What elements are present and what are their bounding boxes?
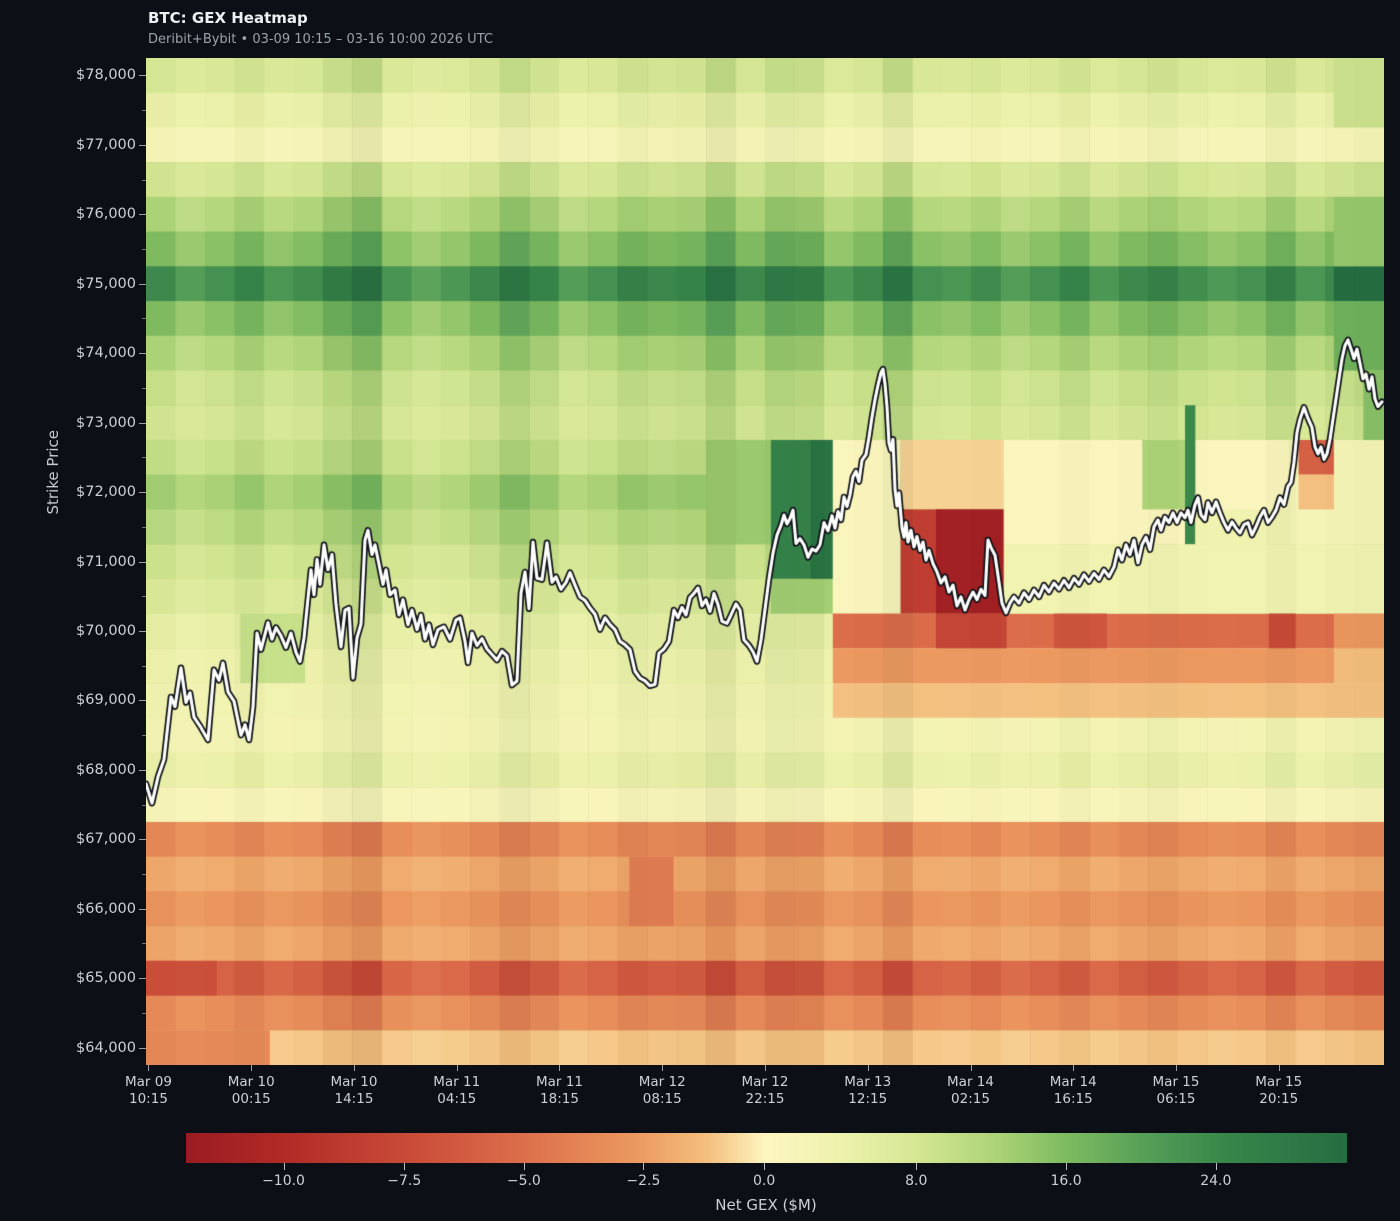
colorbar-tick-mark [523, 1163, 525, 1170]
x-tick-mark [765, 1065, 766, 1071]
y-tick-label: $66,000 [76, 900, 136, 917]
colorbar-tick-label: 16.0 [1050, 1173, 1082, 1189]
x-tick-label: Mar 09 10:15 [124, 1074, 172, 1107]
x-tick-mark [1176, 1065, 1178, 1071]
x-tick-label: Mar 12 22:15 [741, 1074, 789, 1107]
x-tick-label: Mar 14 16:15 [1049, 1074, 1097, 1107]
y-tick-label: $67,000 [76, 831, 136, 848]
y-tick-mark [139, 492, 146, 494]
colorbar-tick-mark [916, 1163, 918, 1170]
y-tick-label: $70,000 [76, 622, 136, 639]
chart-subtitle: Deribit+Bybit • 03-09 10:15 – 03-16 10:0… [148, 32, 493, 47]
y-minor-tick-mark [142, 110, 146, 112]
y-tick-mark [139, 353, 146, 355]
x-tick-label: Mar 15 20:15 [1255, 1074, 1303, 1107]
colorbar-tick-mark [404, 1163, 406, 1170]
x-tick-label: Mar 10 14:15 [330, 1074, 378, 1107]
y-tick-label: $76,000 [76, 206, 136, 223]
y-minor-tick-mark [142, 735, 146, 737]
colorbar-tick-mark [1215, 1163, 1217, 1170]
colorbar-tick-mark [764, 1163, 766, 1170]
y-tick-mark [139, 214, 146, 216]
x-tick-mark [662, 1065, 664, 1071]
y-tick-label: $72,000 [76, 484, 136, 501]
x-tick-label: Mar 10 00:15 [227, 1074, 275, 1107]
y-minor-tick-mark [142, 874, 146, 876]
y-minor-tick-mark [142, 318, 146, 320]
y-tick-label: $65,000 [76, 970, 136, 987]
y-axis-label: Strike Price [44, 430, 62, 515]
y-tick-label: $78,000 [76, 67, 136, 84]
gex-heatmap-canvas [146, 58, 1384, 1065]
y-minor-tick-mark [142, 943, 146, 945]
y-tick-mark [139, 561, 146, 563]
y-tick-mark [139, 144, 146, 146]
y-tick-mark [139, 1047, 146, 1049]
y-tick-label: $69,000 [76, 692, 136, 709]
y-tick-mark [139, 700, 146, 702]
plot-area [146, 58, 1384, 1065]
x-tick-label: Mar 11 04:15 [433, 1074, 481, 1107]
x-tick-label: Mar 14 02:15 [947, 1074, 994, 1107]
y-minor-tick-mark [142, 179, 146, 181]
x-tick-mark [1073, 1065, 1075, 1071]
y-minor-tick-mark [142, 596, 146, 598]
x-tick-label: Mar 12 08:15 [638, 1074, 686, 1107]
y-tick-label: $64,000 [76, 1039, 136, 1056]
y-tick-label: $74,000 [76, 345, 136, 362]
x-tick-label: Mar 15 06:15 [1152, 1074, 1200, 1107]
y-tick-mark [139, 75, 146, 77]
y-minor-tick-mark [142, 804, 146, 806]
x-tick-label: Mar 13 12:15 [844, 1074, 892, 1107]
y-tick-label: $71,000 [76, 553, 136, 570]
y-tick-mark [139, 978, 146, 980]
x-tick-mark [456, 1065, 458, 1071]
x-tick-mark [559, 1065, 561, 1071]
y-tick-mark [139, 283, 146, 285]
y-tick-mark [139, 839, 146, 841]
x-tick-mark [1278, 1065, 1280, 1071]
x-tick-mark [148, 1065, 150, 1071]
x-tick-mark [970, 1065, 972, 1071]
colorbar-label: Net GEX ($M) [715, 1196, 817, 1214]
colorbar-tick-mark [283, 1163, 285, 1170]
y-tick-mark [139, 769, 146, 771]
colorbar-tick-label: 24.0 [1200, 1173, 1232, 1189]
y-minor-tick-mark [142, 457, 146, 459]
x-tick-label: Mar 11 18:15 [536, 1074, 583, 1107]
colorbar-tick-mark [1066, 1163, 1068, 1170]
y-tick-label: $75,000 [76, 275, 136, 292]
y-minor-tick-mark [142, 1012, 146, 1014]
colorbar-tick-label: −5.0 [506, 1173, 541, 1189]
x-tick-mark [867, 1065, 869, 1071]
y-minor-tick-mark [142, 526, 146, 528]
colorbar-tick-label: −2.5 [626, 1173, 661, 1189]
y-tick-label: $73,000 [76, 414, 136, 431]
x-tick-mark [251, 1065, 253, 1071]
chart-title: BTC: GEX Heatmap [148, 9, 308, 27]
colorbar-tick-label: −7.5 [387, 1173, 422, 1189]
colorbar-tick-label: 8.0 [905, 1173, 928, 1189]
colorbar-tick-mark [643, 1163, 645, 1170]
y-tick-label: $68,000 [76, 761, 136, 778]
y-minor-tick-mark [142, 387, 146, 389]
y-minor-tick-mark [142, 248, 146, 250]
y-tick-label: $77,000 [76, 136, 136, 153]
y-tick-mark [139, 630, 146, 632]
x-tick-mark [353, 1065, 355, 1071]
colorbar-tick-label: 0.0 [753, 1173, 776, 1189]
y-tick-mark [139, 908, 146, 910]
y-tick-mark [139, 422, 146, 424]
y-minor-tick-mark [142, 665, 146, 667]
colorbar-tick-label: −10.0 [262, 1173, 305, 1189]
colorbar [186, 1133, 1347, 1163]
